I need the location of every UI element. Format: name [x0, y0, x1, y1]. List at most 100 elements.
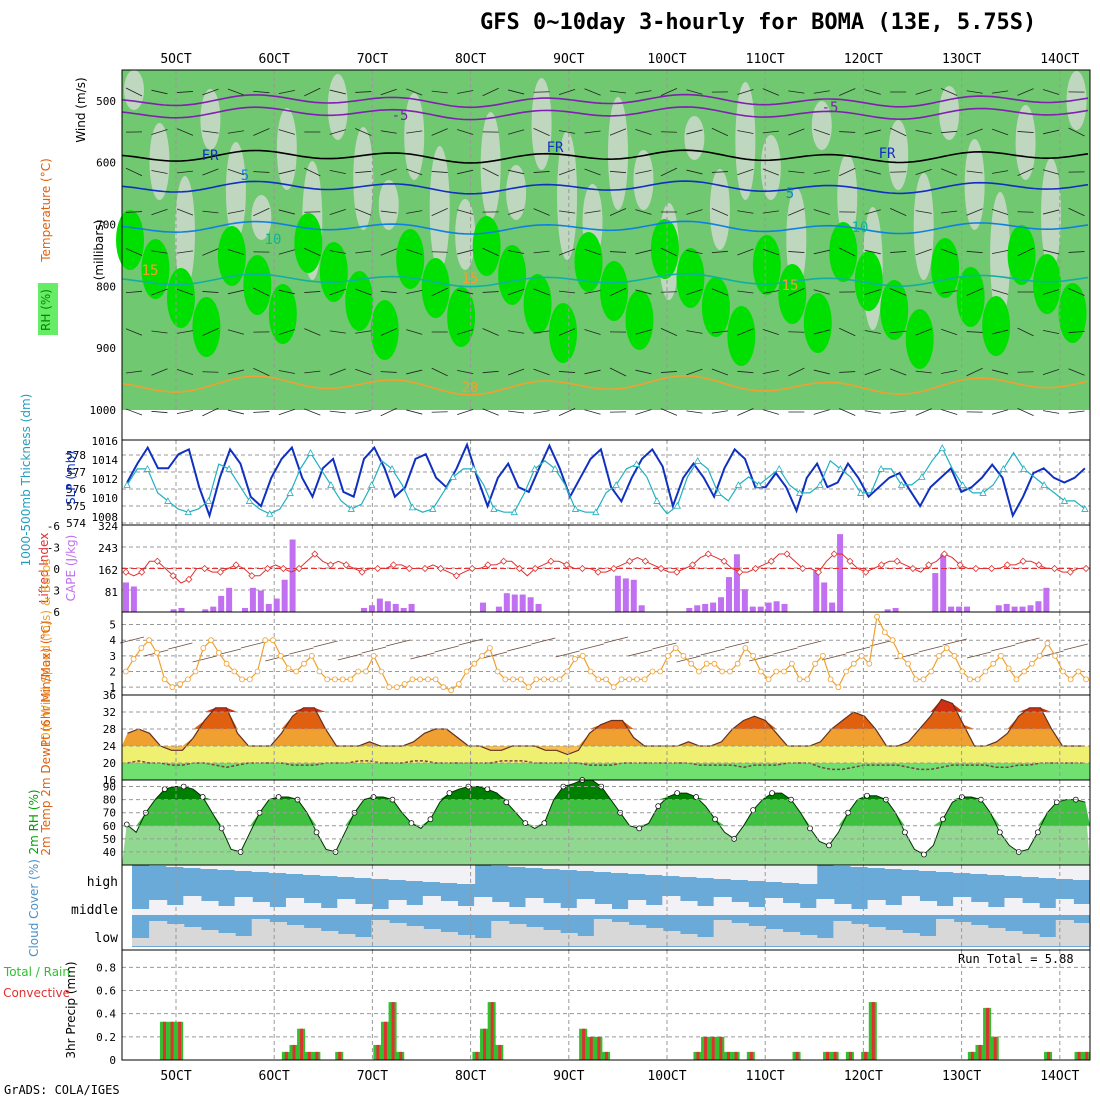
wind-barb	[762, 409, 779, 415]
lifted-index-marker	[374, 564, 382, 573]
wind-barb	[788, 251, 805, 253]
rh-moist-patch	[294, 213, 323, 273]
wind-barb	[1017, 327, 1034, 337]
rh2m-tick-label: 40	[103, 846, 116, 859]
wind10-marker	[1013, 676, 1020, 683]
cloud-high-fill	[337, 865, 356, 877]
rh-moist-patch	[192, 297, 221, 357]
cape-bar	[710, 602, 717, 612]
wind-barb	[915, 129, 932, 135]
thickness-line	[126, 446, 1086, 515]
wind-barb	[329, 209, 346, 215]
rh-moist-patch	[701, 277, 730, 337]
wind-barb	[966, 90, 983, 94]
cloud-high-fill	[593, 865, 612, 872]
wind10-barb	[700, 648, 725, 656]
cloud-low-fill	[884, 930, 903, 946]
cloud-mid-fill	[987, 907, 1006, 915]
cloud-mid-fill	[457, 906, 476, 915]
wind-barb	[533, 250, 550, 254]
wind-barb	[813, 289, 830, 295]
wind-barb	[176, 409, 194, 415]
wind-barb	[380, 88, 397, 96]
rh-moist-patch	[116, 210, 144, 270]
wind10-marker	[765, 676, 772, 683]
wind-barb	[278, 289, 295, 295]
cloud-low-fill	[559, 933, 578, 946]
cape-bar	[408, 603, 415, 612]
wind10-marker	[324, 676, 331, 683]
lifted-index-marker	[468, 564, 476, 573]
rh-moist-patch	[447, 287, 476, 347]
rh-moist-patch	[268, 284, 297, 344]
lifted-index-marker	[342, 561, 350, 569]
wind-barb	[431, 171, 448, 173]
thickness-marker	[612, 481, 620, 488]
wind-barb	[355, 410, 372, 414]
cloud-high-fill	[696, 865, 715, 878]
precip-conv-bar	[864, 1051, 868, 1060]
wind-barb	[584, 290, 601, 294]
wind-barb	[406, 88, 423, 96]
wind10-marker	[1044, 640, 1051, 647]
wind-barb	[406, 369, 423, 375]
cape-bar	[765, 602, 772, 612]
cloud-high-fill	[251, 865, 270, 872]
wind10-marker	[146, 637, 153, 644]
cloud-high-fill	[936, 865, 955, 872]
wind10-marker	[239, 676, 245, 683]
rh-dry-patch	[225, 142, 246, 240]
thickness-marker	[388, 465, 396, 472]
lifted-index-marker	[578, 564, 586, 573]
wind-barb	[304, 87, 321, 97]
wind-barb	[253, 171, 270, 173]
rh-legend-swatch	[38, 283, 58, 335]
wind-barb	[941, 370, 958, 374]
wind-barb	[686, 89, 703, 95]
rh-dry-patch	[174, 176, 195, 290]
wind-barb	[584, 88, 601, 96]
wind-barb	[915, 408, 932, 416]
cloud-mid-fill	[268, 907, 287, 915]
wind-barb	[558, 168, 576, 176]
wind-barb	[1042, 209, 1060, 215]
rh2m-marker	[921, 851, 927, 858]
cloud-mid-fill	[303, 903, 322, 915]
cloud-high-fill	[645, 865, 664, 875]
cloud-mid-fill	[901, 896, 920, 915]
lifted-index-marker	[248, 572, 256, 580]
cloud-low-fill	[645, 928, 664, 946]
pressure-axis-label: (millibars)	[92, 220, 106, 281]
wind-barb	[864, 89, 881, 95]
wind-barb	[1017, 88, 1034, 96]
thickness-axis-label: 1000-500mb Thickness (dm)	[19, 394, 33, 567]
wind-barb	[711, 127, 729, 137]
wind10-marker	[401, 681, 408, 687]
thickness-marker	[857, 489, 865, 496]
rh-dry-patch	[353, 127, 374, 230]
precip-conv-bar	[734, 1051, 738, 1060]
temp-tick-label: 24	[103, 740, 117, 753]
wind10-marker	[781, 668, 788, 675]
lifted-index-marker	[925, 561, 933, 569]
wind10-marker	[138, 645, 145, 651]
contour-label: 15	[782, 278, 799, 294]
cloud-high-fill	[970, 865, 989, 874]
thickness-marker	[367, 481, 376, 488]
wind-barb	[1042, 89, 1060, 95]
lifted-index-marker	[326, 561, 335, 569]
cape-bar	[781, 603, 788, 612]
cloud-mid-fill	[1004, 898, 1023, 915]
wind10-marker	[316, 668, 323, 675]
wind-barb	[457, 369, 474, 375]
x-tick-top: 11OCT	[746, 52, 785, 67]
wind-barb	[355, 128, 372, 136]
rh2m-marker	[750, 807, 756, 813]
cloud-mid-fill	[628, 900, 647, 915]
wind-barb	[635, 209, 652, 215]
wind-barb	[253, 367, 270, 377]
wind10-barb	[555, 650, 580, 658]
wind-barb	[406, 329, 423, 335]
below-ground-strip	[122, 410, 1090, 440]
wind-barb	[890, 410, 907, 414]
